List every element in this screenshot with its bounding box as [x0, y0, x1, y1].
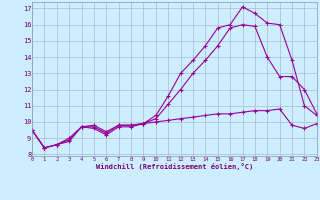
X-axis label: Windchill (Refroidissement éolien,°C): Windchill (Refroidissement éolien,°C) [96, 163, 253, 170]
